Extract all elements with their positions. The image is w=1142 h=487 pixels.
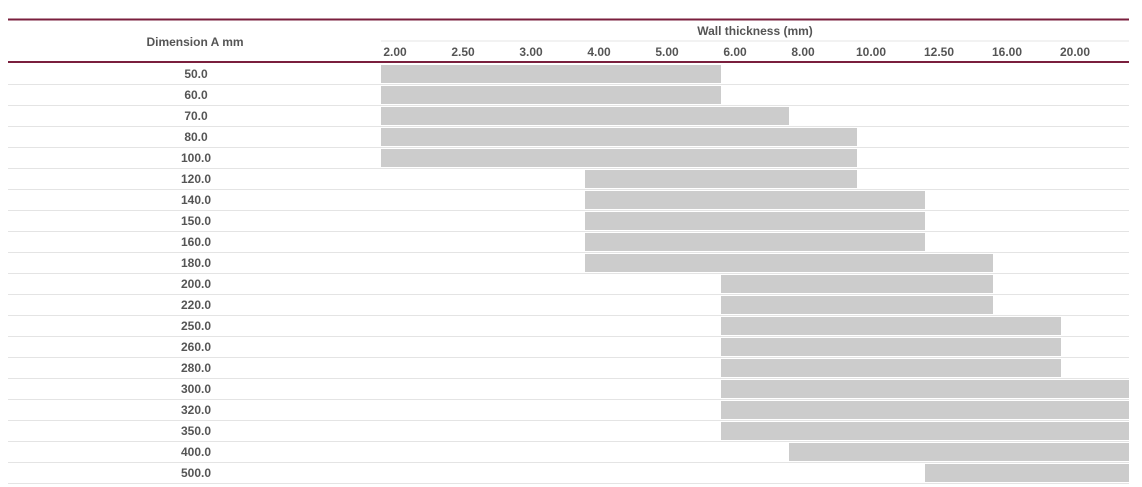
column-tick-label: 2.00 — [383, 45, 407, 59]
row-label: 500.0 — [181, 466, 211, 480]
table-row: 200.0 — [8, 275, 1129, 295]
row-label: 120.0 — [181, 172, 211, 186]
table-row: 140.0 — [8, 191, 1129, 211]
row-label: 180.0 — [181, 256, 211, 270]
table-row: 150.0 — [8, 212, 1129, 232]
column-tick-label: 16.00 — [992, 45, 1022, 59]
range-bar — [381, 149, 857, 167]
table-row: 100.0 — [8, 149, 1129, 169]
table-row: 300.0 — [8, 380, 1129, 400]
row-label: 200.0 — [181, 277, 211, 291]
range-bar — [585, 254, 993, 272]
range-bar — [381, 86, 721, 104]
row-label: 80.0 — [184, 130, 208, 144]
table-row: 60.0 — [8, 86, 1129, 106]
row-label: 320.0 — [181, 403, 211, 417]
row-label: 140.0 — [181, 193, 211, 207]
range-bar — [925, 464, 1129, 482]
column-tick-label: 20.00 — [1060, 45, 1090, 59]
row-label: 280.0 — [181, 361, 211, 375]
range-bar — [721, 296, 993, 314]
range-bar — [721, 317, 1061, 335]
table-row: 500.0 — [8, 464, 1129, 484]
table-row: 80.0 — [8, 128, 1129, 148]
range-bar — [721, 380, 1129, 398]
range-bar — [721, 422, 1129, 440]
table-row: 160.0 — [8, 233, 1129, 253]
range-bar — [585, 170, 857, 188]
range-bar — [789, 443, 1129, 461]
table-row: 280.0 — [8, 359, 1129, 379]
range-bar — [721, 275, 993, 293]
row-label: 60.0 — [184, 88, 208, 102]
range-bar — [585, 191, 925, 209]
range-bar — [585, 233, 925, 251]
table-row: 180.0 — [8, 254, 1129, 274]
column-tick-label: 6.00 — [723, 45, 747, 59]
table-row: 50.0 — [8, 65, 1129, 85]
column-tick-label: 10.00 — [856, 45, 886, 59]
row-label: 300.0 — [181, 382, 211, 396]
table-row: 70.0 — [8, 107, 1129, 127]
table-row: 220.0 — [8, 296, 1129, 316]
row-header-label: Dimension A mm — [146, 35, 243, 49]
table-row: 250.0 — [8, 317, 1129, 337]
row-label: 250.0 — [181, 319, 211, 333]
range-bar — [721, 401, 1129, 419]
row-label: 350.0 — [181, 424, 211, 438]
range-bar — [381, 128, 857, 146]
range-bar — [381, 107, 789, 125]
row-label: 70.0 — [184, 109, 208, 123]
row-label: 260.0 — [181, 340, 211, 354]
column-tick-label: 2.50 — [451, 45, 475, 59]
range-bar — [721, 359, 1061, 377]
row-label: 150.0 — [181, 214, 211, 228]
table-row: 320.0 — [8, 401, 1129, 421]
column-tick-label: 3.00 — [519, 45, 543, 59]
table-row: 120.0 — [8, 170, 1129, 190]
column-tick-label: 12.50 — [924, 45, 954, 59]
table-row: 350.0 — [8, 422, 1129, 442]
row-label: 100.0 — [181, 151, 211, 165]
row-label: 400.0 — [181, 445, 211, 459]
row-label: 160.0 — [181, 235, 211, 249]
column-tick-label: 4.00 — [587, 45, 611, 59]
range-bar — [585, 212, 925, 230]
row-label: 220.0 — [181, 298, 211, 312]
column-tick-label: 8.00 — [791, 45, 815, 59]
column-ticks: 2.00 2.50 3.00 4.00 5.00 6.00 8.00 10.00 12.50 16… — [383, 45, 1090, 59]
range-bar — [721, 338, 1061, 356]
table-rows: 50.0 60.0 70.0 80.0 100.0 120.0 140.0 150.0 160.… — [8, 65, 1129, 484]
column-tick-label: 5.00 — [655, 45, 679, 59]
table-row: 260.0 — [8, 338, 1129, 358]
table-row: 400.0 — [8, 443, 1129, 463]
range-bar — [381, 65, 721, 83]
column-header-label: Wall thickness (mm) — [697, 24, 813, 38]
row-label: 50.0 — [184, 67, 208, 81]
